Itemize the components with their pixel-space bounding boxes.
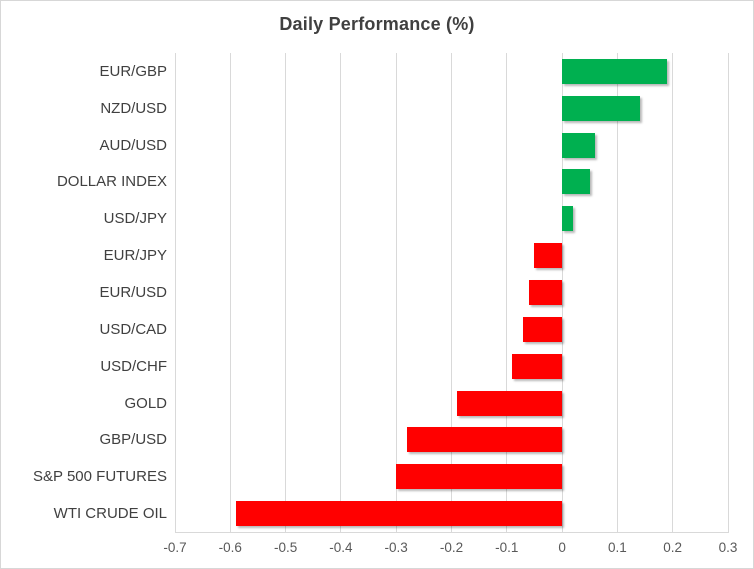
gridline-0.3 [727,53,729,532]
x-tick-label--0.2: -0.2 [439,540,464,555]
category-label-s-p-500-futures: S&P 500 FUTURES [33,468,167,486]
bar-usd-jpy [562,206,574,232]
gridline--0.3 [395,53,397,532]
x-tick-label--0.7: -0.7 [163,540,187,555]
category-label-wti-crude-oil: WTI CRUDE OIL [53,505,167,523]
x-tick-label-0: 0 [558,540,566,555]
bar-usd-chf [512,353,563,379]
category-label-eur-usd: EUR/USD [99,283,167,301]
gridline--0.1 [506,53,508,532]
category-label-eur-jpy: EUR/JPY [103,247,167,265]
category-axis: EUR/GBP NZD/USD AUD/USD DOLLAR INDEX USD/JPY… [1,53,167,532]
category-label-gbp-usd: GBP/USD [99,431,167,449]
bar-dollar-index [562,169,590,195]
x-tick-label-0.1: 0.1 [608,540,627,555]
bar-usd-cad [523,316,563,342]
category-label-aud-usd: AUD/USD [99,136,167,154]
category-label-gold: GOLD [124,394,167,412]
gridline--0.4 [340,53,342,532]
bar-eur-usd [528,280,563,305]
gridline-0.1 [616,53,618,532]
category-label-eur-gbp: EUR/GBP [99,62,167,80]
x-tick-label-0.3: 0.3 [718,540,738,555]
gridline--0.2 [451,53,452,532]
bar-nzd-usd [562,95,640,121]
gridline--0.6 [229,53,231,532]
bar-gbp-usd [407,427,563,453]
x-tick-label--0.4: -0.4 [329,540,353,555]
x-tick-label--0.3: -0.3 [384,540,408,555]
bar-aud-usd [562,132,596,158]
plot-area [174,53,729,532]
bar-eur-jpy [534,243,563,269]
category-label-dollar-index: DOLLAR INDEX [56,173,167,191]
gridline--0.7 [174,53,176,532]
category-label-usd-jpy: USD/JPY [103,210,167,228]
x-tick-label--0.6: -0.6 [218,540,242,555]
bar-eur-gbp [562,58,668,84]
x-tick-label-0.2: 0.2 [663,540,683,555]
category-label-nzd-usd: NZD/USD [100,99,167,117]
gridline--0.5 [285,53,287,532]
gridline-0.2 [672,53,674,532]
x-axis-line [175,532,729,533]
category-label-usd-cad: USD/CAD [99,320,167,338]
category-label-usd-chf: USD/CHF [100,357,167,375]
x-tick-label--0.5: -0.5 [273,540,298,555]
chart-title: Daily Performance (%) [279,14,475,34]
bar-wti-crude-oil [235,501,563,527]
bar-s-p-500-futures [396,464,563,490]
bar-gold [457,390,563,416]
gridline-0 [561,53,563,532]
x-tick-label--0.1: -0.1 [495,540,519,555]
